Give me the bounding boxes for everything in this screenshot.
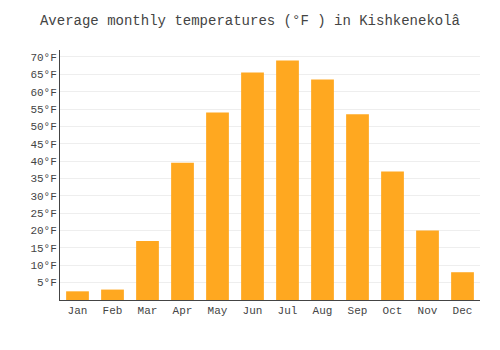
svg-text:70°F: 70°F xyxy=(30,52,56,64)
svg-text:Jul: Jul xyxy=(278,305,298,317)
svg-text:Sep: Sep xyxy=(348,305,368,317)
svg-text:10°F: 10°F xyxy=(30,260,56,272)
svg-text:40°F: 40°F xyxy=(30,156,56,168)
svg-text:50°F: 50°F xyxy=(30,121,56,133)
svg-text:Jan: Jan xyxy=(68,305,88,317)
svg-text:5°F: 5°F xyxy=(37,277,57,289)
svg-text:Nov: Nov xyxy=(418,305,438,317)
svg-text:Apr: Apr xyxy=(173,305,193,317)
svg-text:35°F: 35°F xyxy=(30,173,56,185)
svg-text:55°F: 55°F xyxy=(30,104,56,116)
svg-text:60°F: 60°F xyxy=(30,87,56,99)
svg-text:25°F: 25°F xyxy=(30,208,56,220)
svg-text:Feb: Feb xyxy=(103,305,123,317)
svg-text:Jun: Jun xyxy=(243,305,263,317)
svg-text:Average monthly temperatures (: Average monthly temperatures (°F ) in Ki… xyxy=(40,13,460,29)
svg-text:20°F: 20°F xyxy=(30,225,56,237)
svg-text:45°F: 45°F xyxy=(30,139,56,151)
svg-text:30°F: 30°F xyxy=(30,191,56,203)
svg-text:Oct: Oct xyxy=(383,305,403,317)
svg-text:May: May xyxy=(208,305,228,317)
svg-text:15°F: 15°F xyxy=(30,243,56,255)
svg-text:Mar: Mar xyxy=(138,305,158,317)
svg-text:Aug: Aug xyxy=(313,305,333,317)
svg-text:Dec: Dec xyxy=(453,305,473,317)
svg-text:65°F: 65°F xyxy=(30,69,56,81)
